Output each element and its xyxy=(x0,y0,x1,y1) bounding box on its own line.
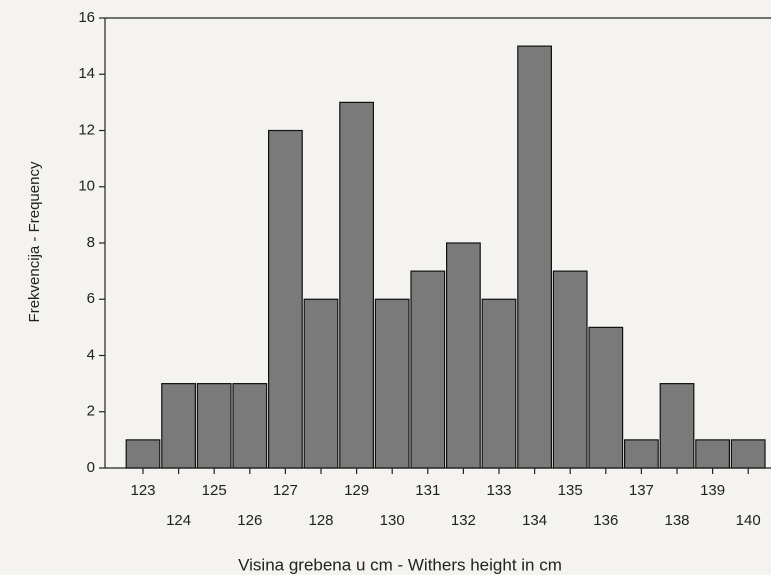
bar xyxy=(339,101,374,469)
bar xyxy=(730,439,766,469)
x-tick-label: 127 xyxy=(273,482,298,499)
x-tick-label: 138 xyxy=(664,512,689,529)
y-tick-label: 10 xyxy=(78,178,95,195)
x-tick-label: 134 xyxy=(522,512,547,529)
bar xyxy=(517,45,552,469)
x-tick-label: 132 xyxy=(451,512,476,529)
x-tick-label: 126 xyxy=(237,512,262,529)
x-tick-label: 129 xyxy=(344,482,369,499)
x-tick-label: 136 xyxy=(593,512,618,529)
bar xyxy=(446,242,481,469)
y-tick-label: 8 xyxy=(87,234,95,251)
bar xyxy=(232,383,268,469)
y-tick-label: 12 xyxy=(78,121,95,138)
y-tick-label: 2 xyxy=(87,403,95,420)
x-tick-label: 124 xyxy=(166,512,191,529)
bar xyxy=(268,129,303,469)
x-tick-label: 123 xyxy=(130,482,155,499)
bar xyxy=(623,439,659,469)
bar xyxy=(161,383,197,469)
bar xyxy=(125,439,161,469)
bar xyxy=(481,298,517,469)
y-tick-label: 6 xyxy=(87,290,95,307)
x-axis-label: Visina grebena u cm - Withers height in … xyxy=(238,555,562,574)
bar xyxy=(303,298,339,469)
y-tick-label: 16 xyxy=(78,9,95,26)
y-tick-label: 0 xyxy=(87,459,95,476)
bar xyxy=(659,383,695,469)
bar xyxy=(695,439,730,469)
x-tick-label: 139 xyxy=(700,482,725,499)
bar xyxy=(374,298,410,469)
y-axis-label: Frekvencija - Frequency xyxy=(26,161,43,322)
x-tick-label: 130 xyxy=(380,512,405,529)
x-tick-label: 137 xyxy=(629,482,654,499)
y-tick-label: 14 xyxy=(78,65,95,82)
x-tick-label: 128 xyxy=(308,512,333,529)
x-tick-label: 135 xyxy=(558,482,583,499)
x-tick-label: 140 xyxy=(736,512,761,529)
bar xyxy=(410,270,446,469)
bar xyxy=(196,383,232,469)
x-tick-label: 131 xyxy=(415,482,440,499)
x-tick-label: 125 xyxy=(202,482,227,499)
bar xyxy=(588,326,624,469)
x-tick-label: 133 xyxy=(486,482,511,499)
y-tick-label: 4 xyxy=(87,346,95,363)
bar xyxy=(552,270,588,469)
